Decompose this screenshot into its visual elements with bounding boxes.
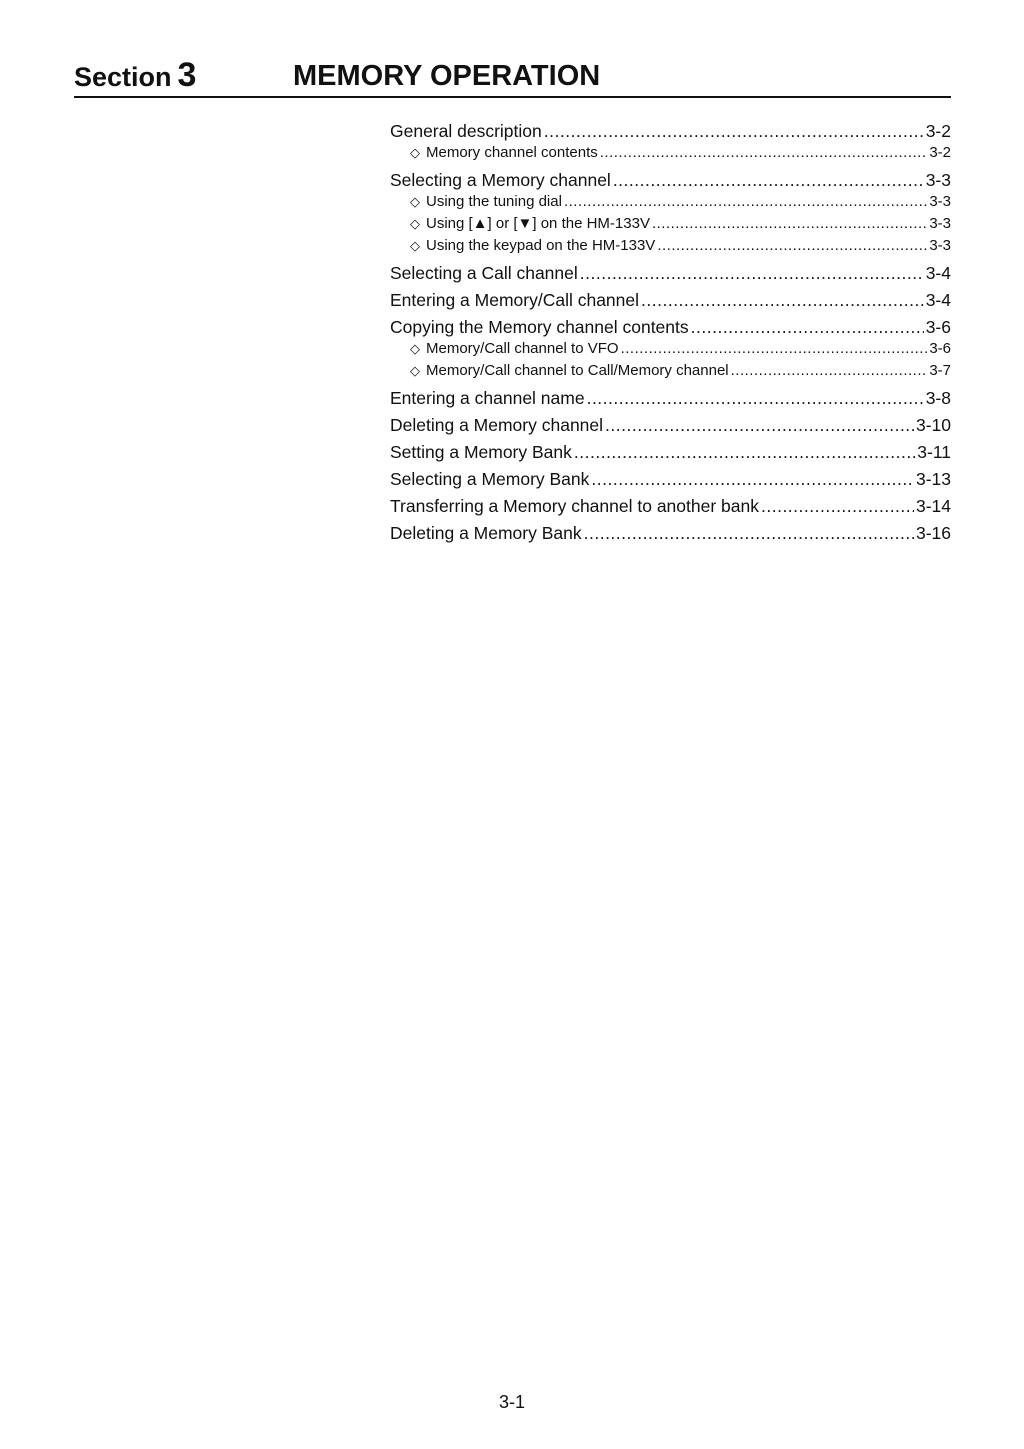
dot-leader [605,414,914,436]
toc-entry-page: 3-3 [929,193,951,210]
dot-leader [731,360,928,382]
toc-entry[interactable]: ◇ Memory/Call channel to Call/Memory chan… [390,360,951,382]
toc-entry[interactable]: Selecting a Memory Bank 3-13 [390,468,951,490]
dot-leader [691,316,924,338]
dot-leader [580,262,924,284]
toc-entry-page: 3-6 [925,317,951,337]
toc-entry[interactable]: Copying the Memory channel contents 3-6 [390,316,951,338]
diamond-bullet-icon: ◇ [410,341,420,356]
toc-entry-page: 3-7 [929,362,951,379]
toc-entry-label: Deleting a Memory Bank [390,523,582,543]
toc-entry[interactable]: ◇ Using [▲] or [▼] on the HM-133V 3-3 [390,213,951,235]
dot-leader [761,495,914,517]
toc-entry-page: 3-10 [915,415,951,435]
dot-leader [652,213,927,235]
toc-entry[interactable]: Selecting a Call channel 3-4 [390,262,951,284]
toc-entry-page: 3-4 [925,290,951,310]
dot-leader [584,522,914,544]
toc-entry-label: Copying the Memory channel contents [390,317,689,337]
toc-entry-label: Selecting a Call channel [390,263,578,283]
toc-entry-label: Deleting a Memory channel [390,415,604,435]
section-heading: Section 3 [74,56,196,95]
dot-leader [587,387,924,409]
toc-entry-page: 3-3 [929,215,951,232]
toc-entry-label: Selecting a Memory Bank [390,469,590,489]
toc-entry-label: Using [▲] or [▼] on the HM-133V [426,215,650,232]
dot-leader [613,169,924,191]
toc-entry-page: 3-3 [929,237,951,254]
dot-leader [564,191,927,213]
toc-entry-page: 3-11 [917,442,951,462]
toc-entry-label: Transferring a Memory channel to another… [390,496,759,516]
diamond-bullet-icon: ◇ [410,238,420,253]
toc-entry-label: Memory/Call channel to VFO [426,340,619,357]
toc-entry[interactable]: Deleting a Memory channel 3-10 [390,414,951,436]
dot-leader [621,338,928,360]
dot-leader [600,142,928,164]
toc-entry-page: 3-16 [915,523,951,543]
dot-leader [574,441,915,463]
section-title: MEMORY OPERATION [293,60,601,92]
toc-entry-label: Entering a Memory/Call channel [390,290,640,310]
toc-entry-page: 3-3 [925,170,951,190]
toc-entry-label: Entering a channel name [390,388,585,408]
dot-leader [544,120,924,142]
toc-entry-label: Memory/Call channel to Call/Memory chann… [426,362,729,379]
diamond-bullet-icon: ◇ [410,216,420,231]
table-of-contents: General description 3-2 ◇ Memory channel co… [390,120,951,544]
section-word: Section [74,62,172,92]
toc-entry-page: 3-6 [929,340,951,357]
toc-entry[interactable]: ◇ Memory channel contents 3-2 [390,142,951,164]
header-rule [74,96,951,98]
toc-entry-label: General description [390,121,542,141]
section-number: 3 [177,56,197,94]
diamond-bullet-icon: ◇ [410,194,420,209]
toc-entry-label: Setting a Memory Bank [390,442,572,462]
toc-entry-page: 3-2 [925,121,951,141]
toc-entry[interactable]: Deleting a Memory Bank 3-16 [390,522,951,544]
toc-entry[interactable]: Transferring a Memory channel to another… [390,495,951,517]
toc-entry-page: 3-4 [925,263,951,283]
toc-entry[interactable]: Entering a channel name 3-8 [390,387,951,409]
page-number: 3-1 [498,1392,525,1412]
toc-entry-label: Memory channel contents [426,144,598,161]
diamond-bullet-icon: ◇ [410,145,420,160]
toc-entry-label: Using the keypad on the HM-133V [426,237,656,254]
toc-entry[interactable]: ◇ Using the keypad on the HM-133V 3-3 [390,235,951,257]
toc-entry[interactable]: General description 3-2 [390,120,951,142]
toc-entry[interactable]: Entering a Memory/Call channel 3-4 [390,289,951,311]
dot-leader [591,468,914,490]
toc-entry-page: 3-14 [915,496,951,516]
toc-entry-label: Selecting a Memory channel [390,170,611,190]
toc-entry-label: Using the tuning dial [426,193,562,210]
diamond-bullet-icon: ◇ [410,363,420,378]
toc-entry[interactable]: Setting a Memory Bank 3-11 [390,441,951,463]
dot-leader [657,235,927,257]
dot-leader [641,289,924,311]
toc-entry-page: 3-2 [929,144,951,161]
toc-entry[interactable]: ◇ Using the tuning dial 3-3 [390,191,951,213]
toc-entry[interactable]: ◇ Memory/Call channel to VFO 3-6 [390,338,951,360]
toc-entry[interactable]: Selecting a Memory channel 3-3 [390,169,951,191]
toc-entry-page: 3-13 [915,469,951,489]
toc-entry-page: 3-8 [925,388,951,408]
